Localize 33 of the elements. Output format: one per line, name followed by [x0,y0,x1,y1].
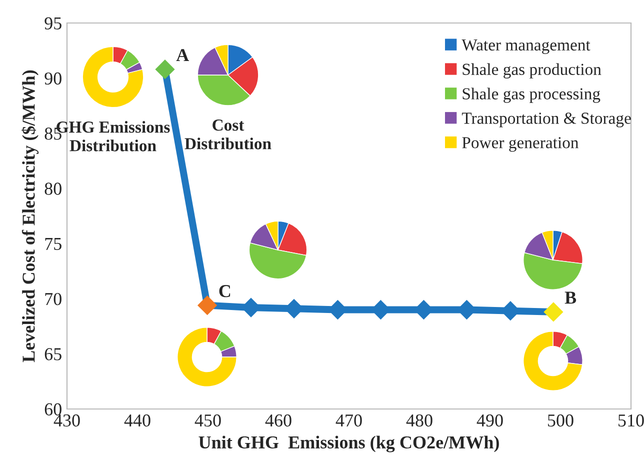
x-tick-label: 430 [54,414,80,427]
legend-label: Power generation [462,137,579,152]
y-tick-label: 75 [45,238,62,250]
point [544,302,563,322]
x-tick-label: 440 [124,414,150,427]
y-tick-label: 90 [44,72,62,85]
y-tick-label: 95 [44,17,62,30]
x-tick-label: 450 [194,414,221,427]
x-axis-title: Unit GHG Emissions (kg CO2e/MWh) [198,436,499,452]
legend-label: Shale gas production [462,63,602,78]
legend-label: Transportation & Storage [462,112,631,128]
y-tick-label: 60 [44,403,62,416]
donut-slice [523,331,583,391]
y-tick-label: 65 [44,348,62,360]
donut-slice [177,327,237,387]
donut-slice [82,46,144,108]
point [198,296,217,315]
x-tick-label: 510 [618,414,644,427]
point [155,60,175,79]
legend-label: Water management [462,40,590,54]
y-tick-label: 80 [44,182,62,195]
x-tick-label: 470 [336,414,362,427]
x-tick-label: 460 [265,414,292,427]
annotation: C [219,285,230,298]
text: Cost Distribution [184,120,272,150]
annotation: B [564,292,576,304]
x-tick-label: 480 [406,414,432,427]
y-tick-label: 70 [45,292,62,306]
x-tick-label: 500 [548,414,574,427]
y-axis-title: Levelized Cost of Electricity ($/MWh) [22,70,39,362]
legend-label: Shale gas processing [462,88,600,103]
annotation: A [176,49,190,61]
x-tick-label: 490 [476,414,503,427]
